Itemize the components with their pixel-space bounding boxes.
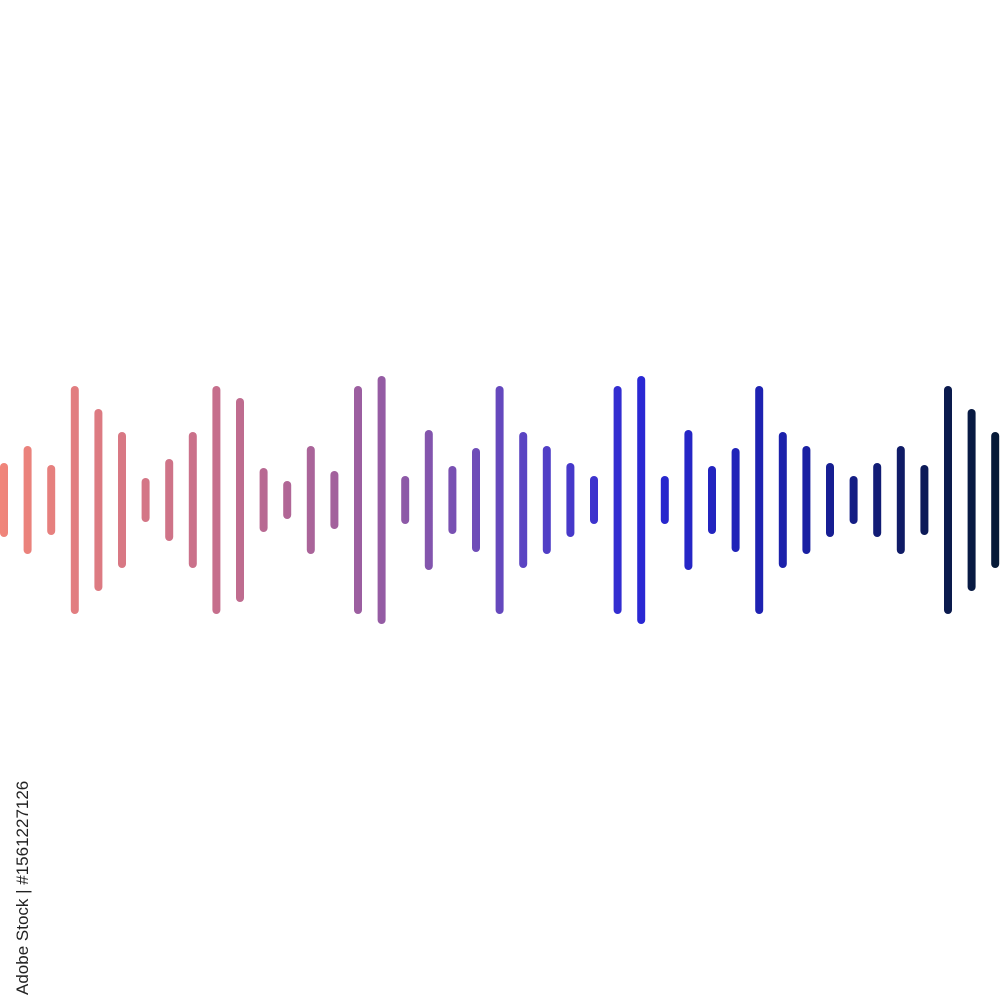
stock-credit: Adobe Stock | #1561227126 [13, 781, 32, 995]
sound-wave [0, 376, 1000, 624]
